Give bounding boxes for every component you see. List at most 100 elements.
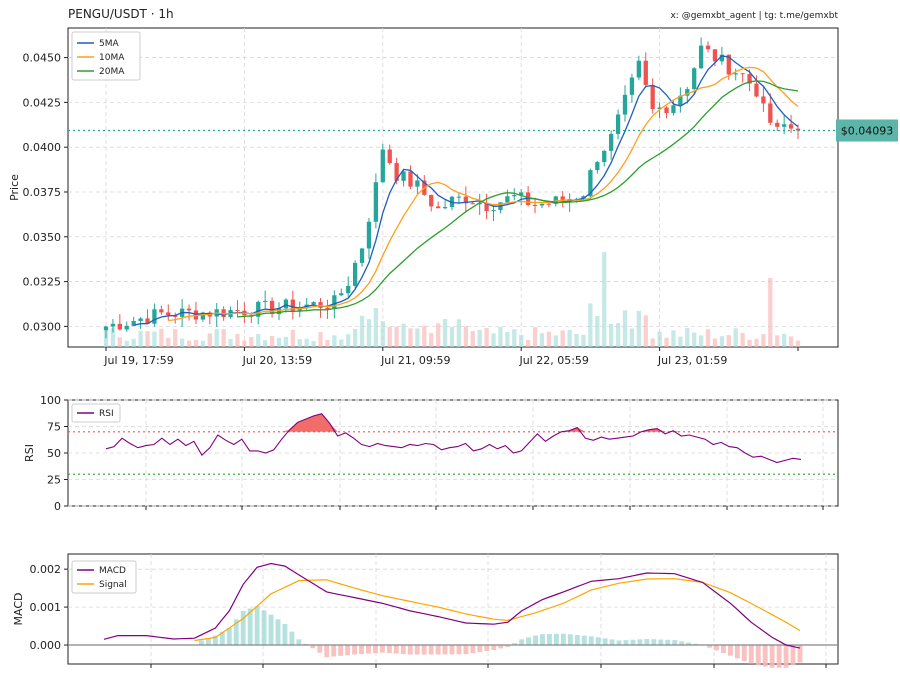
price-ytick-label: 0.0350 (23, 231, 62, 244)
candle-body (138, 318, 143, 322)
macd-hist-bar (560, 633, 566, 646)
macd-hist-bar (379, 645, 385, 653)
volume-bar (297, 339, 302, 347)
macd-hist-bar (205, 637, 211, 646)
volume-bar (622, 310, 628, 347)
candle-body (256, 301, 261, 317)
volume-bar (290, 329, 295, 347)
price-ytick-label: 0.0300 (23, 320, 62, 333)
volume-bar (705, 329, 711, 347)
macd-hist-bar (254, 606, 260, 646)
macd-ytick-label: 0.000 (30, 639, 62, 652)
macd-hist-bar (338, 645, 344, 656)
volume-bar (124, 340, 129, 347)
candle-body (505, 196, 510, 203)
candle-body (553, 196, 558, 204)
volume-bar (712, 338, 718, 347)
macd-hist-bar (769, 645, 775, 668)
macd-hist-bar (609, 639, 615, 646)
candle-body (560, 196, 565, 202)
volume-bar (346, 334, 351, 347)
macd-hist-bar (289, 631, 295, 646)
volume-bar (505, 332, 510, 347)
candle-body (283, 299, 289, 309)
macd-hist-bar (386, 645, 392, 654)
volume-bar (442, 318, 448, 347)
candle-body (761, 96, 766, 104)
macd-hist-bar (247, 608, 253, 646)
candle-body (159, 309, 164, 313)
macd-hist-bar (686, 642, 692, 646)
volume-bar (546, 331, 552, 347)
macd-hist-bar (637, 639, 643, 646)
price-panel: 0.0300 0.0325 0.0350 0.0375 0.0400 0.0425 0.04… (8, 27, 898, 367)
candle-body (782, 124, 787, 127)
volume-bar (380, 321, 385, 347)
macd-hist-bar (727, 645, 733, 656)
volume-bar (373, 307, 379, 347)
volume-bar (456, 319, 462, 347)
candle-body (685, 89, 690, 96)
price-xtick-label: Jul 21, 09:59 (380, 354, 450, 367)
volume-bar (235, 334, 240, 347)
macd-hist-bar (400, 645, 406, 655)
candle-body (726, 54, 731, 75)
volume-bar (304, 338, 309, 347)
candle-body (117, 323, 122, 330)
candle-body (200, 312, 206, 320)
macd-line (103, 562, 801, 649)
candle-body (643, 60, 648, 85)
macd-hist-bar (519, 639, 525, 646)
volume-bar (103, 329, 109, 347)
volume-bar (775, 335, 780, 347)
candle-body (110, 323, 116, 327)
volume-bar (657, 331, 662, 347)
macd-hist-bar (317, 645, 323, 653)
macd-hist-bar (776, 645, 782, 668)
macd-ytick-label: 0.002 (30, 563, 62, 576)
volume-bar (138, 330, 143, 347)
macd-hist-bar (373, 645, 378, 654)
candle-body (519, 192, 524, 195)
price-ytick-label: 0.0425 (23, 96, 62, 109)
candle-body (629, 77, 635, 95)
macd-hist-bar (219, 631, 225, 646)
macd-hist-bar (588, 636, 594, 646)
volume-bar (733, 328, 738, 347)
volume-bar (698, 335, 704, 347)
macd-histogram (199, 606, 803, 668)
candle-body (408, 171, 413, 187)
candle-body (352, 262, 358, 286)
candle-body (401, 171, 406, 181)
volume-bar (650, 338, 655, 347)
candle-body (491, 210, 496, 212)
macd-hist-bar (679, 641, 685, 646)
legend-box (71, 560, 137, 594)
macd-hist-bar (449, 645, 455, 655)
candle-body (609, 133, 614, 151)
candle-body (373, 182, 379, 222)
candle-body (318, 302, 323, 308)
chart-title: PENGU/USDT · 1h (68, 7, 174, 21)
rsi-ylabel: RSI (23, 444, 36, 462)
candle-body (512, 194, 517, 197)
volume-bar (671, 330, 676, 347)
macd-hist-bar (463, 645, 469, 655)
volume-bar (491, 333, 496, 347)
macd-hist-bar (547, 633, 552, 646)
legend-label: RSI (99, 409, 114, 419)
macd-hist-bar (456, 645, 462, 655)
volume-bar (401, 323, 406, 347)
candle-body (615, 114, 621, 134)
candle-body (290, 299, 295, 312)
candle-body (775, 122, 780, 127)
volume-bar (588, 303, 593, 347)
volume-bar (200, 340, 206, 347)
candle-body (712, 49, 718, 62)
macd-hist-bar (762, 645, 768, 667)
volume-bar (602, 251, 607, 347)
candle-body (588, 170, 593, 197)
volume-bar (636, 310, 641, 347)
volume-bar (131, 338, 136, 347)
